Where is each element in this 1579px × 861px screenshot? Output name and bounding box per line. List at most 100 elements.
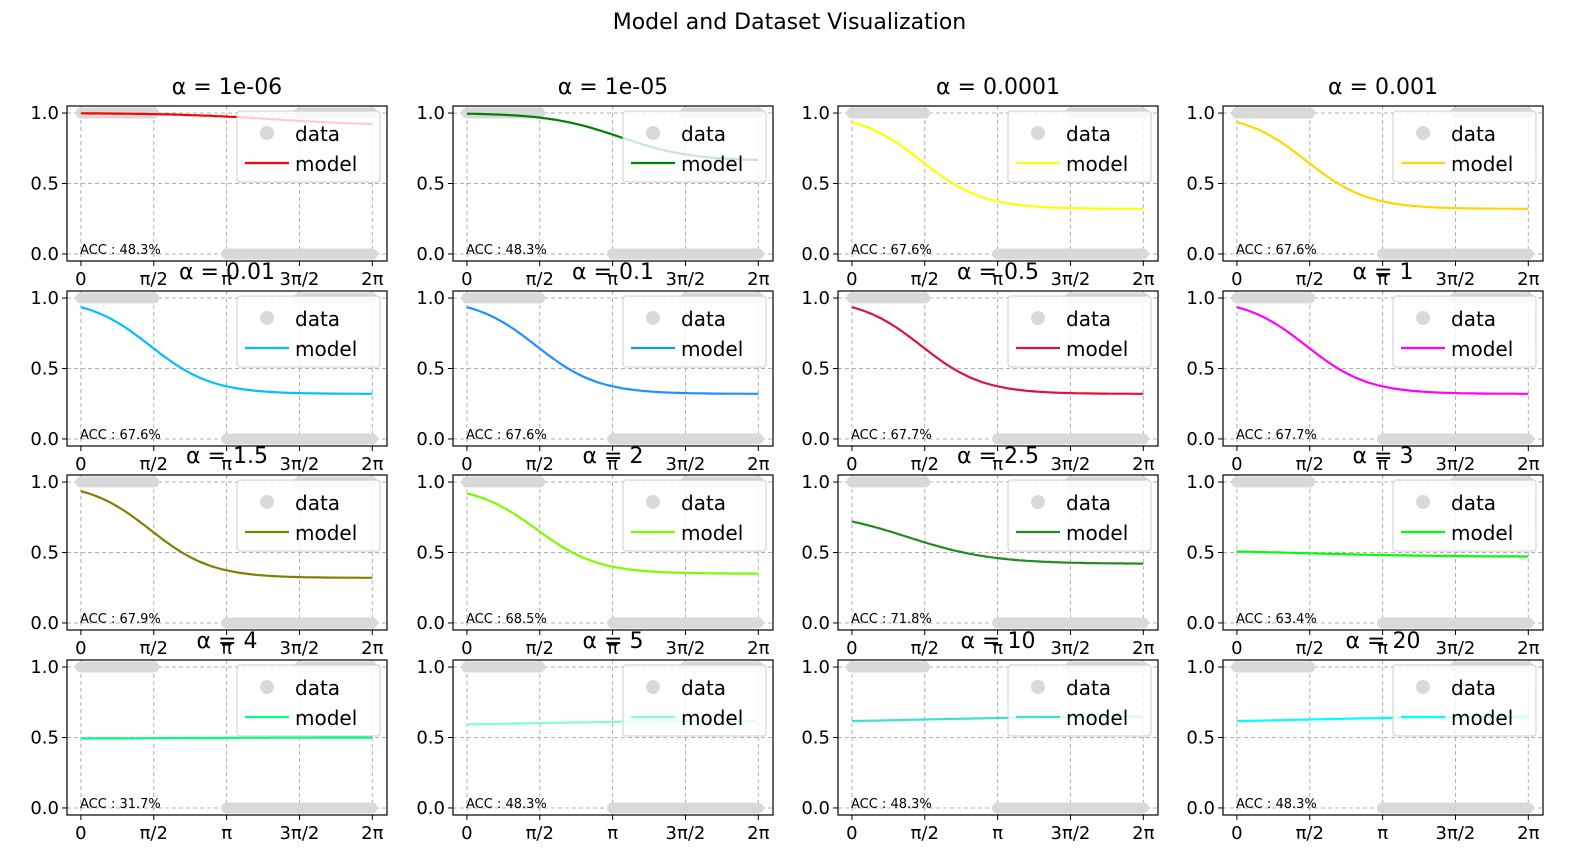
accuracy-label: ACC : 48.3%	[1236, 797, 1317, 812]
y-tick-label: 0.5	[1186, 174, 1215, 195]
x-tick-label: 3π/2	[1436, 638, 1476, 659]
subplot-8: data model 0 π/2 π 3π/2 2π 0.0 0.5 1.0 ACC : 67.7%…	[1186, 260, 1544, 475]
legend-data-marker	[646, 126, 660, 140]
legend-data-marker	[260, 680, 274, 694]
legend-model-label: model	[1066, 152, 1128, 176]
subplot-13: data model 0 π/2 π 3π/2 2π 0.0 0.5 1.0 ACC : 31.7%…	[30, 629, 388, 844]
subplot-6: data model 0 π/2 π 3π/2 2π 0.0 0.5 1.0 ACC : 67.6%…	[416, 260, 774, 475]
x-tick-label: π/2	[526, 638, 554, 659]
legend-model-label: model	[1451, 706, 1513, 730]
x-tick-label: π/2	[140, 454, 168, 475]
x-tick-label: π/2	[1296, 823, 1324, 844]
legend-model-label: model	[1066, 521, 1128, 545]
accuracy-label: ACC : 67.6%	[1236, 243, 1317, 258]
legend-model-label: model	[1451, 152, 1513, 176]
x-tick-label: π/2	[140, 638, 168, 659]
x-tick-label: 3π/2	[280, 454, 320, 475]
figure-title: Model and Dataset Visualization	[612, 10, 967, 35]
x-tick-label: 3π/2	[280, 269, 320, 290]
legend-data-label: data	[1451, 491, 1496, 515]
legend-data-label: data	[295, 676, 340, 700]
x-tick-label: π/2	[526, 823, 554, 844]
x-tick-label: π	[607, 454, 618, 475]
legend-box	[236, 110, 381, 183]
subplot-14: data model 0 π/2 π 3π/2 2π 0.0 0.5 1.0 ACC : 48.3%…	[416, 629, 774, 844]
y-tick-label: 0.5	[801, 543, 830, 564]
x-tick-label: π	[221, 454, 232, 475]
legend-data-label: data	[1451, 122, 1496, 146]
legend-model-label: model	[295, 337, 357, 361]
x-tick-label: π	[1377, 638, 1388, 659]
x-tick-label: 0	[75, 269, 86, 290]
y-tick-label: 0.0	[416, 429, 445, 450]
y-tick-label: 0.0	[1186, 244, 1215, 265]
y-tick-label: 0.0	[1186, 429, 1215, 450]
y-tick-label: 0.5	[801, 174, 830, 195]
x-tick-label: 2π	[747, 823, 769, 844]
subplot-7: data model 0 π/2 π 3π/2 2π 0.0 0.5 1.0 ACC : 67.7%…	[801, 260, 1159, 475]
subplot-9: data model 0 π/2 π 3π/2 2π 0.0 0.5 1.0 ACC : 67.9%…	[30, 444, 388, 659]
legend-data-marker	[1416, 680, 1430, 694]
legend-box	[1392, 664, 1537, 737]
subplot-12: data model 0 π/2 π 3π/2 2π 0.0 0.5 1.0 ACC : 63.4%…	[1186, 444, 1544, 659]
legend-data-label: data	[1066, 307, 1111, 331]
x-tick-label: π/2	[1296, 454, 1324, 475]
subplot-title: α = 0.5	[957, 260, 1039, 285]
subplot-1: data model 0 π/2 π 3π/2 2π 0.0 0.5 1.0 ACC : 48.3%…	[30, 75, 388, 290]
y-tick-label: 0.0	[801, 429, 830, 450]
model-line	[466, 306, 759, 395]
legend-model-label: model	[295, 521, 357, 545]
x-tick-label: π	[1377, 269, 1388, 290]
x-tick-label: 3π/2	[666, 823, 706, 844]
subplot-title: α = 0.0001	[936, 75, 1060, 100]
x-tick-label: 0	[1231, 269, 1242, 290]
accuracy-label: ACC : 48.3%	[466, 243, 547, 258]
model-line	[1236, 121, 1529, 210]
x-tick-label: π/2	[911, 454, 939, 475]
accuracy-label: ACC : 68.5%	[466, 612, 547, 627]
legend-data-marker	[1416, 126, 1430, 140]
x-tick-label: 0	[846, 454, 857, 475]
legend-box	[1007, 479, 1152, 552]
legend-box	[236, 479, 381, 552]
x-tick-label: 2π	[1132, 454, 1154, 475]
x-tick-label: 3π/2	[280, 823, 320, 844]
x-tick-label: π	[221, 638, 232, 659]
accuracy-label: ACC : 63.4%	[1236, 612, 1317, 627]
y-tick-label: 0.0	[416, 798, 445, 819]
x-tick-label: 2π	[1132, 638, 1154, 659]
legend-box	[622, 295, 767, 368]
x-tick-label: 2π	[747, 454, 769, 475]
y-tick-label: 1.0	[801, 288, 830, 309]
legend-data-label: data	[295, 307, 340, 331]
accuracy-label: ACC : 48.3%	[466, 797, 547, 812]
x-tick-label: 0	[846, 823, 857, 844]
legend-box	[622, 664, 767, 737]
y-tick-label: 1.0	[1186, 657, 1215, 678]
y-tick-label: 1.0	[416, 103, 445, 124]
legend-box	[1392, 479, 1537, 552]
x-tick-label: 2π	[747, 638, 769, 659]
x-tick-label: 3π/2	[666, 638, 706, 659]
x-tick-label: π/2	[911, 269, 939, 290]
x-tick-label: 0	[461, 638, 472, 659]
y-tick-label: 0.5	[801, 728, 830, 749]
x-tick-label: 0	[1231, 638, 1242, 659]
x-tick-label: 2π	[1517, 638, 1539, 659]
y-tick-label: 1.0	[416, 657, 445, 678]
x-tick-label: 0	[1231, 454, 1242, 475]
y-tick-label: 0.5	[416, 174, 445, 195]
y-tick-label: 0.0	[416, 244, 445, 265]
accuracy-label: ACC : 67.6%	[851, 243, 932, 258]
x-tick-label: 0	[461, 823, 472, 844]
y-tick-label: 0.5	[416, 543, 445, 564]
x-tick-label: 2π	[1517, 454, 1539, 475]
x-tick-label: 0	[1231, 823, 1242, 844]
x-tick-label: 2π	[361, 454, 383, 475]
subplot-11: data model 0 π/2 π 3π/2 2π 0.0 0.5 1.0 ACC : 71.8%…	[801, 444, 1159, 659]
y-tick-label: 0.5	[1186, 359, 1215, 380]
model-line	[851, 306, 1144, 395]
y-tick-label: 0.0	[1186, 798, 1215, 819]
y-tick-label: 0.0	[1186, 613, 1215, 634]
